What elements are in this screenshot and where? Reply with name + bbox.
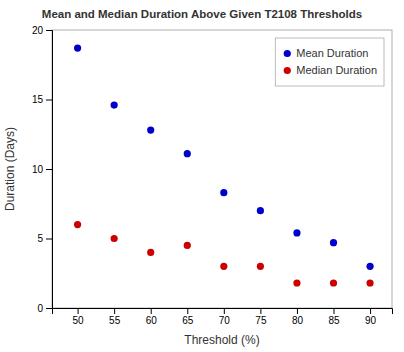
tick-label: 70: [219, 315, 231, 326]
point: [147, 249, 154, 256]
point: [257, 207, 264, 214]
point: [293, 279, 300, 286]
legend-marker: [284, 67, 291, 74]
tick: 90: [365, 308, 377, 326]
legend: Mean Duration Median Duration: [275, 38, 384, 86]
tick-mark: [260, 308, 261, 314]
tick-mark: [187, 308, 188, 314]
tick: 80: [292, 308, 304, 326]
legend-label: Mean Duration: [296, 47, 368, 59]
tick-label: 90: [365, 315, 377, 326]
tick-label: 10: [32, 164, 44, 175]
tick: 65: [182, 308, 194, 326]
tick-label: 15: [32, 94, 44, 105]
point: [111, 101, 118, 108]
point: [293, 229, 300, 236]
axis-line: [46, 31, 53, 309]
tick: 0: [37, 303, 52, 314]
tick-mark: [46, 100, 52, 101]
tick-label: 65: [182, 315, 194, 326]
point: [257, 263, 264, 270]
title: Mean and Median Duration Above Given T21…: [42, 8, 362, 20]
chart: Mean and Median Duration Above Given T21…: [0, 0, 404, 352]
tick-mark: [297, 308, 298, 314]
point: [330, 239, 337, 246]
tick-mark: [370, 308, 371, 314]
tick-mark: [334, 308, 335, 314]
point: [74, 44, 81, 51]
point: [330, 279, 337, 286]
tick-mark: [46, 169, 52, 170]
tick-mark: [46, 30, 52, 31]
series: [74, 221, 374, 287]
tick: 60: [146, 308, 158, 326]
tick: 20: [32, 25, 52, 36]
tick: 15: [32, 94, 52, 105]
tick: 75: [255, 308, 267, 326]
point: [366, 279, 373, 286]
tick-label: 85: [328, 315, 340, 326]
y-axis: 0 5 10 15 20: [32, 25, 53, 314]
tick: 70: [219, 308, 231, 326]
x-axis-title: Threshold (%): [184, 333, 259, 347]
tick-label: 50: [73, 315, 85, 326]
y-axis-title: Duration (Days): [3, 127, 17, 211]
point: [366, 263, 373, 270]
tick-label: 80: [292, 315, 304, 326]
plot: 50556065707580859005101520Mean DurationM…: [32, 25, 393, 326]
tick-mark: [151, 308, 152, 314]
tick: 50: [73, 308, 85, 326]
point: [147, 126, 154, 133]
tick-label: 5: [37, 233, 43, 244]
legend-label: Median Duration: [296, 64, 377, 76]
tick-label: 75: [255, 315, 267, 326]
legend-frame: [275, 38, 384, 86]
point: [184, 150, 191, 157]
tick-mark: [46, 308, 52, 309]
tick-mark: [78, 308, 79, 314]
tick: 55: [109, 308, 121, 326]
tick-label: 60: [146, 315, 158, 326]
tick-label: 55: [109, 315, 121, 326]
x-axis: 50 55 60 65 70 75 80 85 90: [53, 308, 393, 326]
tick-label: 0: [37, 303, 43, 314]
point: [220, 263, 227, 270]
tick: 10: [32, 164, 52, 175]
tick-label: 20: [32, 25, 44, 36]
point: [184, 242, 191, 249]
point: [74, 221, 81, 228]
tick: 5: [37, 233, 52, 244]
tick: 85: [328, 308, 340, 326]
legend-marker: [284, 50, 291, 57]
tick-mark: [224, 308, 225, 314]
tick-mark: [46, 239, 52, 240]
point: [220, 189, 227, 196]
point: [111, 235, 118, 242]
tick-mark: [114, 308, 115, 314]
axis-line: [53, 309, 393, 315]
plot-frame: [52, 30, 392, 308]
